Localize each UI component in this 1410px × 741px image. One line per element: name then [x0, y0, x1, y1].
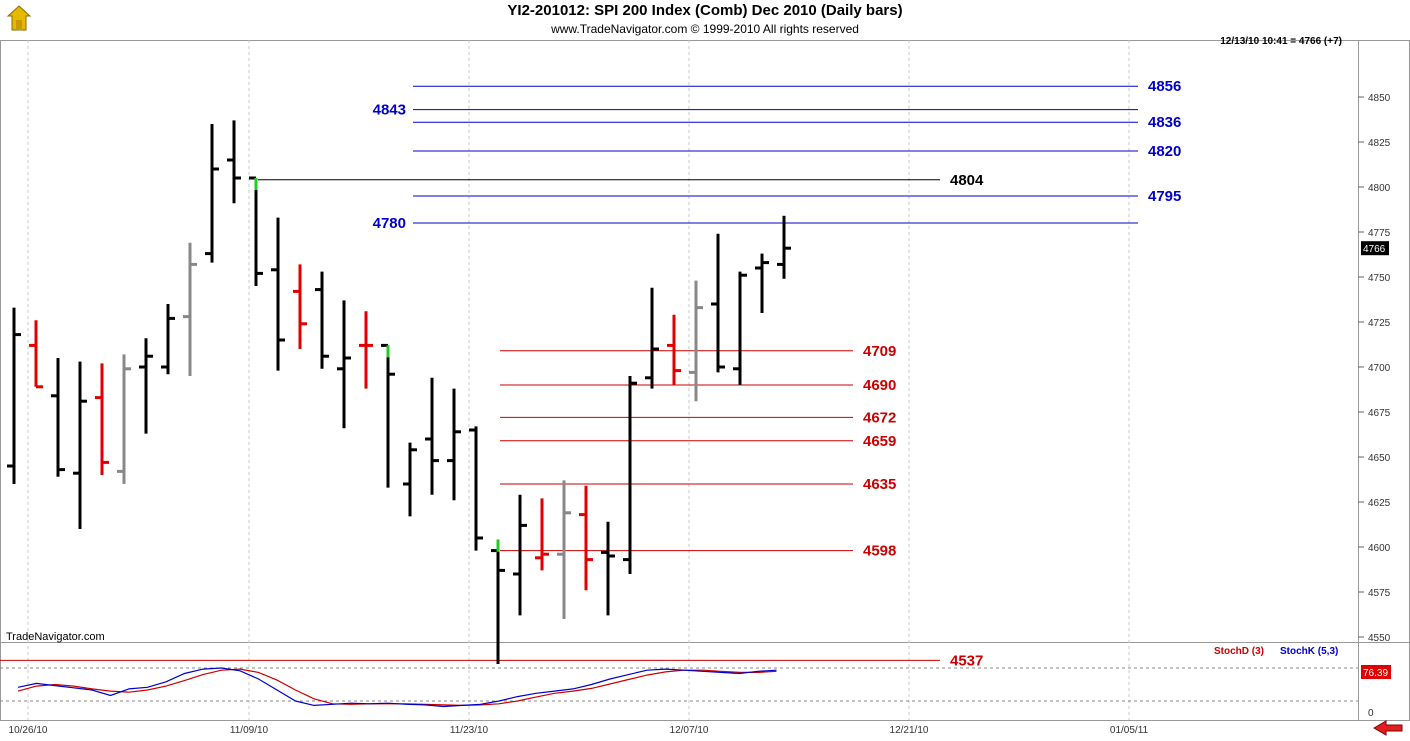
price-tick-label: 4850	[1368, 93, 1391, 104]
last-price-box	[1361, 241, 1389, 256]
last-price-label: 4766	[1363, 244, 1386, 255]
price-tick-label: 4625	[1368, 498, 1391, 509]
indicator-panel-frame	[0, 642, 1410, 721]
branding-label: TradeNavigator.com	[6, 631, 105, 643]
level-label: 4690	[863, 377, 896, 394]
date-axis-label: 11/09/10	[230, 725, 269, 736]
price-tick-label: 4725	[1368, 318, 1391, 329]
level-label: 4820	[1148, 143, 1181, 160]
date-axis-label: 12/07/10	[670, 725, 709, 736]
level-label: 4843	[373, 102, 406, 119]
level-label: 4635	[863, 476, 896, 493]
date-axis-label: 01/05/11	[1110, 725, 1149, 736]
level-label: 4804	[950, 172, 984, 189]
price-tick-label: 4700	[1368, 363, 1391, 374]
stoch-d-line	[17, 668, 777, 707]
stoch-zero-label: 0	[1368, 708, 1374, 719]
scroll-left-arrow-icon[interactable]	[1372, 720, 1404, 736]
level-label: 4836	[1148, 114, 1181, 131]
price-tick-label: 4825	[1368, 138, 1391, 149]
stoch-value-box	[1361, 665, 1391, 679]
date-axis-label: 11/23/10	[450, 725, 489, 736]
price-tick-label: 4775	[1368, 228, 1391, 239]
copyright-subtitle: www.TradeNavigator.com © 1999-2010 All r…	[551, 22, 859, 36]
chart-title: YI2-201012: SPI 200 Index (Comb) Dec 201…	[507, 2, 903, 19]
level-label: 4856	[1148, 78, 1181, 95]
level-label: 4780	[373, 215, 406, 232]
level-label: 4598	[863, 543, 896, 560]
level-label: 4795	[1148, 188, 1181, 205]
stoch-k-line	[17, 667, 777, 708]
date-axis-label: 12/21/10	[890, 725, 929, 736]
level-label: 4709	[863, 343, 896, 360]
level-label: 4659	[863, 433, 896, 450]
price-tick-label: 4550	[1368, 633, 1391, 644]
date-axis-label: 10/26/10	[9, 725, 48, 736]
stoch-d-legend: StochD (3)	[1214, 646, 1264, 657]
price-tick-label: 4575	[1368, 588, 1391, 599]
level-label: 4672	[863, 409, 896, 426]
stoch-k-legend: StochK (5,3)	[1280, 646, 1339, 657]
price-tick-label: 4675	[1368, 408, 1391, 419]
trade-navigator-logo	[4, 4, 34, 34]
level-label: 4537	[950, 652, 983, 669]
stoch-value-label: 76.39	[1363, 668, 1388, 679]
last-quote: 12/13/10 10:41 = 4766 (+7)	[1220, 36, 1342, 47]
price-tick-label: 4800	[1368, 183, 1391, 194]
price-tick-label: 4650	[1368, 453, 1391, 464]
price-tick-label: 4750	[1368, 273, 1391, 284]
price-tick-label: 4600	[1368, 543, 1391, 554]
